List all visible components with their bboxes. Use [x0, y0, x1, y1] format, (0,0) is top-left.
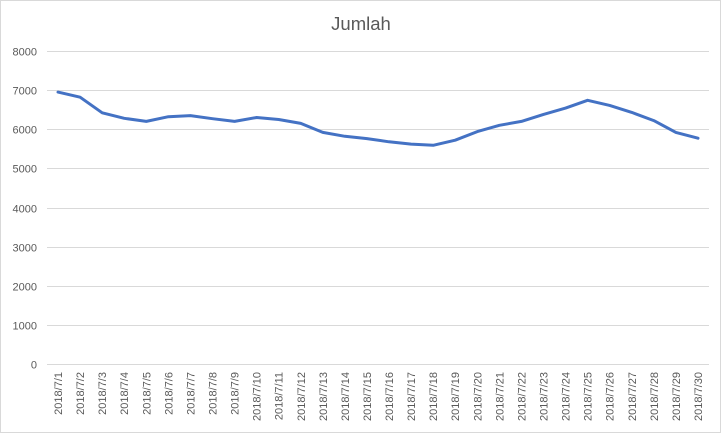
y-tick-label: 5000: [13, 164, 37, 176]
data-point: [498, 124, 501, 127]
x-tick-label: 2018/7/29: [671, 372, 683, 421]
x-tick-label: 2018/7/11: [274, 372, 286, 420]
data-point: [255, 116, 258, 119]
x-tick-label: 2018/7/9: [230, 372, 242, 415]
x-tick-label: 2018/7/8: [208, 372, 220, 415]
x-tick-label: 2018/7/28: [649, 372, 661, 421]
y-tick-label: 2000: [13, 282, 37, 294]
data-point: [277, 118, 280, 121]
x-tick-label: 2018/7/19: [450, 372, 462, 421]
data-point: [542, 113, 545, 116]
data-point: [233, 120, 236, 123]
x-tick-label: 2018/7/24: [561, 372, 573, 421]
y-tick-label: 6000: [13, 125, 37, 137]
x-tick-label: 2018/7/18: [428, 372, 440, 421]
data-point: [299, 122, 302, 125]
data-point: [79, 96, 82, 99]
data-point: [123, 117, 126, 120]
data-point: [586, 99, 589, 102]
y-tick-label: 8000: [13, 47, 37, 59]
x-tick-label: 2018/7/14: [340, 372, 352, 421]
x-tick-label: 2018/7/10: [252, 372, 264, 421]
data-point: [343, 135, 346, 138]
y-tick-label: 1000: [13, 321, 37, 333]
data-point: [388, 140, 391, 143]
data-point: [366, 137, 369, 140]
data-point: [520, 120, 523, 123]
data-point: [167, 115, 170, 118]
data-point: [57, 91, 60, 94]
data-point: [189, 114, 192, 117]
data-point: [211, 117, 214, 120]
data-point: [652, 119, 655, 122]
x-tick-label: 2018/7/2: [75, 372, 87, 415]
x-tick-label: 2018/7/12: [296, 372, 308, 421]
x-tick-label: 2018/7/22: [516, 372, 528, 421]
chart-title: Jumlah: [331, 13, 391, 34]
x-tick-label: 2018/7/26: [605, 372, 617, 421]
data-point: [321, 131, 324, 134]
x-tick-label: 2018/7/4: [119, 372, 131, 415]
x-tick-label: 2018/7/15: [362, 372, 374, 421]
x-axis-tick-labels: 2018/7/1 2018/7/2 2018/7/3 2018/7/4 2018/7/5…: [53, 372, 705, 421]
x-tick-label: 2018/7/1: [53, 372, 65, 415]
y-axis-tick-labels: 0 1000 2000 3000 4000 5000 6000 7000 8000: [13, 47, 37, 372]
x-tick-label: 2018/7/13: [318, 372, 330, 421]
y-tick-label: 7000: [13, 86, 37, 98]
x-tick-label: 2018/7/6: [163, 372, 175, 415]
x-tick-label: 2018/7/21: [494, 372, 506, 421]
data-point: [101, 111, 104, 114]
data-point: [410, 143, 413, 146]
x-tick-label: 2018/7/27: [627, 372, 639, 421]
y-tick-label: 3000: [13, 243, 37, 255]
y-tick-label: 0: [31, 360, 37, 372]
x-tick-label: 2018/7/30: [693, 372, 705, 421]
series-line-jumlah: [56, 90, 700, 147]
gridlines: [47, 51, 709, 365]
x-tick-label: 2018/7/5: [141, 372, 153, 415]
x-tick-label: 2018/7/17: [406, 372, 418, 421]
data-point: [454, 139, 457, 142]
data-point: [674, 131, 677, 134]
data-point: [608, 104, 611, 107]
data-point: [145, 120, 148, 123]
series-lines: [56, 90, 700, 147]
x-tick-label: 2018/7/20: [472, 372, 484, 421]
data-point: [564, 107, 567, 110]
data-point: [630, 111, 633, 114]
data-point: [697, 137, 700, 140]
data-point: [476, 130, 479, 133]
x-tick-label: 2018/7/16: [384, 372, 396, 421]
x-tick-label: 2018/7/25: [583, 372, 595, 421]
x-tick-label: 2018/7/7: [185, 372, 197, 415]
data-point: [432, 144, 435, 147]
x-tick-label: 2018/7/3: [97, 372, 109, 415]
y-tick-label: 4000: [13, 204, 37, 216]
x-tick-label: 2018/7/23: [539, 372, 551, 421]
